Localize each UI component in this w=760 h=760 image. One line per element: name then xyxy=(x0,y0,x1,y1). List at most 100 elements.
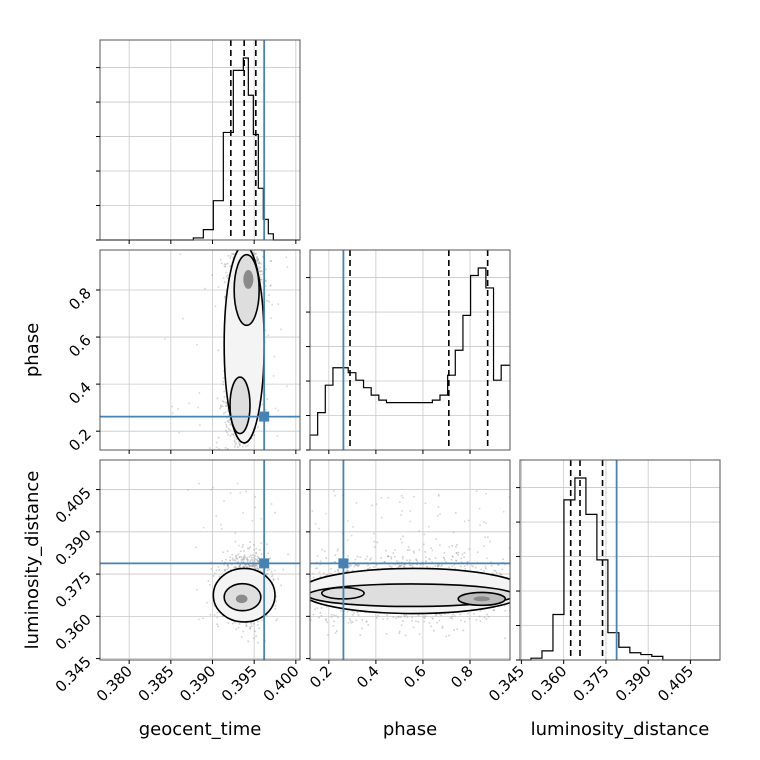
sample-point xyxy=(351,614,354,616)
sample-point xyxy=(394,563,397,566)
sample-point xyxy=(243,558,245,561)
sample-point xyxy=(232,433,235,435)
sample-point xyxy=(269,285,271,287)
sample-point xyxy=(478,615,481,618)
sample-point xyxy=(257,560,260,562)
sample-point xyxy=(226,448,229,450)
sample-point xyxy=(246,557,248,559)
sample-point xyxy=(217,286,220,288)
sample-point xyxy=(256,260,258,263)
sample-point xyxy=(216,612,219,614)
sample-point xyxy=(259,226,261,228)
sample-point xyxy=(202,526,205,529)
sample-point xyxy=(440,614,443,617)
sample-point xyxy=(337,571,340,573)
sample-point xyxy=(325,574,327,577)
sample-point xyxy=(547,584,549,586)
sample-point xyxy=(396,560,398,562)
sample-point xyxy=(430,547,432,549)
sample-point xyxy=(217,436,220,439)
sample-point xyxy=(434,614,437,617)
sample-point xyxy=(227,433,229,436)
sample-point xyxy=(537,562,539,564)
sample-point xyxy=(226,431,228,434)
sample-point xyxy=(536,571,538,573)
sample-point xyxy=(195,546,197,549)
sample-point xyxy=(218,575,221,578)
sample-point xyxy=(227,563,229,566)
sample-point xyxy=(253,253,256,256)
sample-point xyxy=(501,568,504,571)
sample-point xyxy=(220,262,223,265)
sample-point xyxy=(399,616,402,619)
sample-point xyxy=(229,492,232,494)
sample-point xyxy=(403,565,406,568)
sample-point xyxy=(455,559,457,562)
sample-point xyxy=(277,578,279,580)
sample-point xyxy=(247,640,250,643)
sample-point xyxy=(445,635,447,638)
sample-point xyxy=(224,295,226,298)
sample-point xyxy=(272,375,275,377)
sample-point xyxy=(254,496,257,498)
sample-point xyxy=(232,253,235,255)
sample-point xyxy=(223,500,225,502)
sample-point xyxy=(248,556,251,558)
sample-point xyxy=(238,556,241,559)
sample-point xyxy=(225,405,228,408)
sample-point xyxy=(212,486,214,489)
sample-point xyxy=(256,456,258,458)
sample-point xyxy=(463,565,466,568)
sample-point xyxy=(350,621,353,624)
sample-point xyxy=(223,412,225,415)
sample-point xyxy=(244,563,246,566)
sample-point xyxy=(319,575,322,578)
sample-point xyxy=(494,570,497,572)
sample-point xyxy=(406,616,409,619)
sample-point xyxy=(244,563,247,566)
histogram-panel-geocent-time xyxy=(100,40,300,241)
sample-point xyxy=(413,552,415,554)
sample-point xyxy=(171,405,173,408)
sample-point xyxy=(392,616,395,619)
sample-point xyxy=(255,552,258,555)
sample-point xyxy=(307,593,309,595)
sample-point xyxy=(548,630,550,632)
sample-point xyxy=(460,561,463,563)
sample-point xyxy=(319,611,322,614)
sample-point xyxy=(408,561,411,563)
sample-point xyxy=(401,557,404,560)
sample-point xyxy=(220,404,222,407)
sample-point xyxy=(426,566,429,568)
sample-point xyxy=(227,622,230,624)
sample-point xyxy=(243,566,245,568)
sample-point xyxy=(397,566,399,569)
sample-point xyxy=(233,620,235,623)
sample-point xyxy=(423,543,425,546)
sample-point xyxy=(264,268,267,271)
sample-point xyxy=(319,563,321,566)
sample-point xyxy=(270,260,272,262)
sample-point xyxy=(274,604,277,607)
sample-point xyxy=(503,604,506,607)
sample-point xyxy=(288,600,290,602)
sample-point xyxy=(264,329,266,331)
sample-point xyxy=(415,559,418,562)
sample-point xyxy=(238,565,241,567)
sample-point xyxy=(237,440,240,443)
sample-point xyxy=(512,605,514,607)
sample-point xyxy=(226,564,229,567)
sample-point xyxy=(257,620,259,623)
sample-point xyxy=(337,569,340,571)
sample-point xyxy=(215,515,217,518)
sample-point xyxy=(199,424,201,426)
sample-point xyxy=(209,613,212,616)
sample-point xyxy=(253,434,255,436)
sample-point xyxy=(221,615,224,617)
sample-point xyxy=(408,559,411,561)
sample-point xyxy=(257,624,259,626)
sample-point xyxy=(242,445,244,448)
sample-point xyxy=(251,246,253,248)
sample-point xyxy=(246,547,249,550)
